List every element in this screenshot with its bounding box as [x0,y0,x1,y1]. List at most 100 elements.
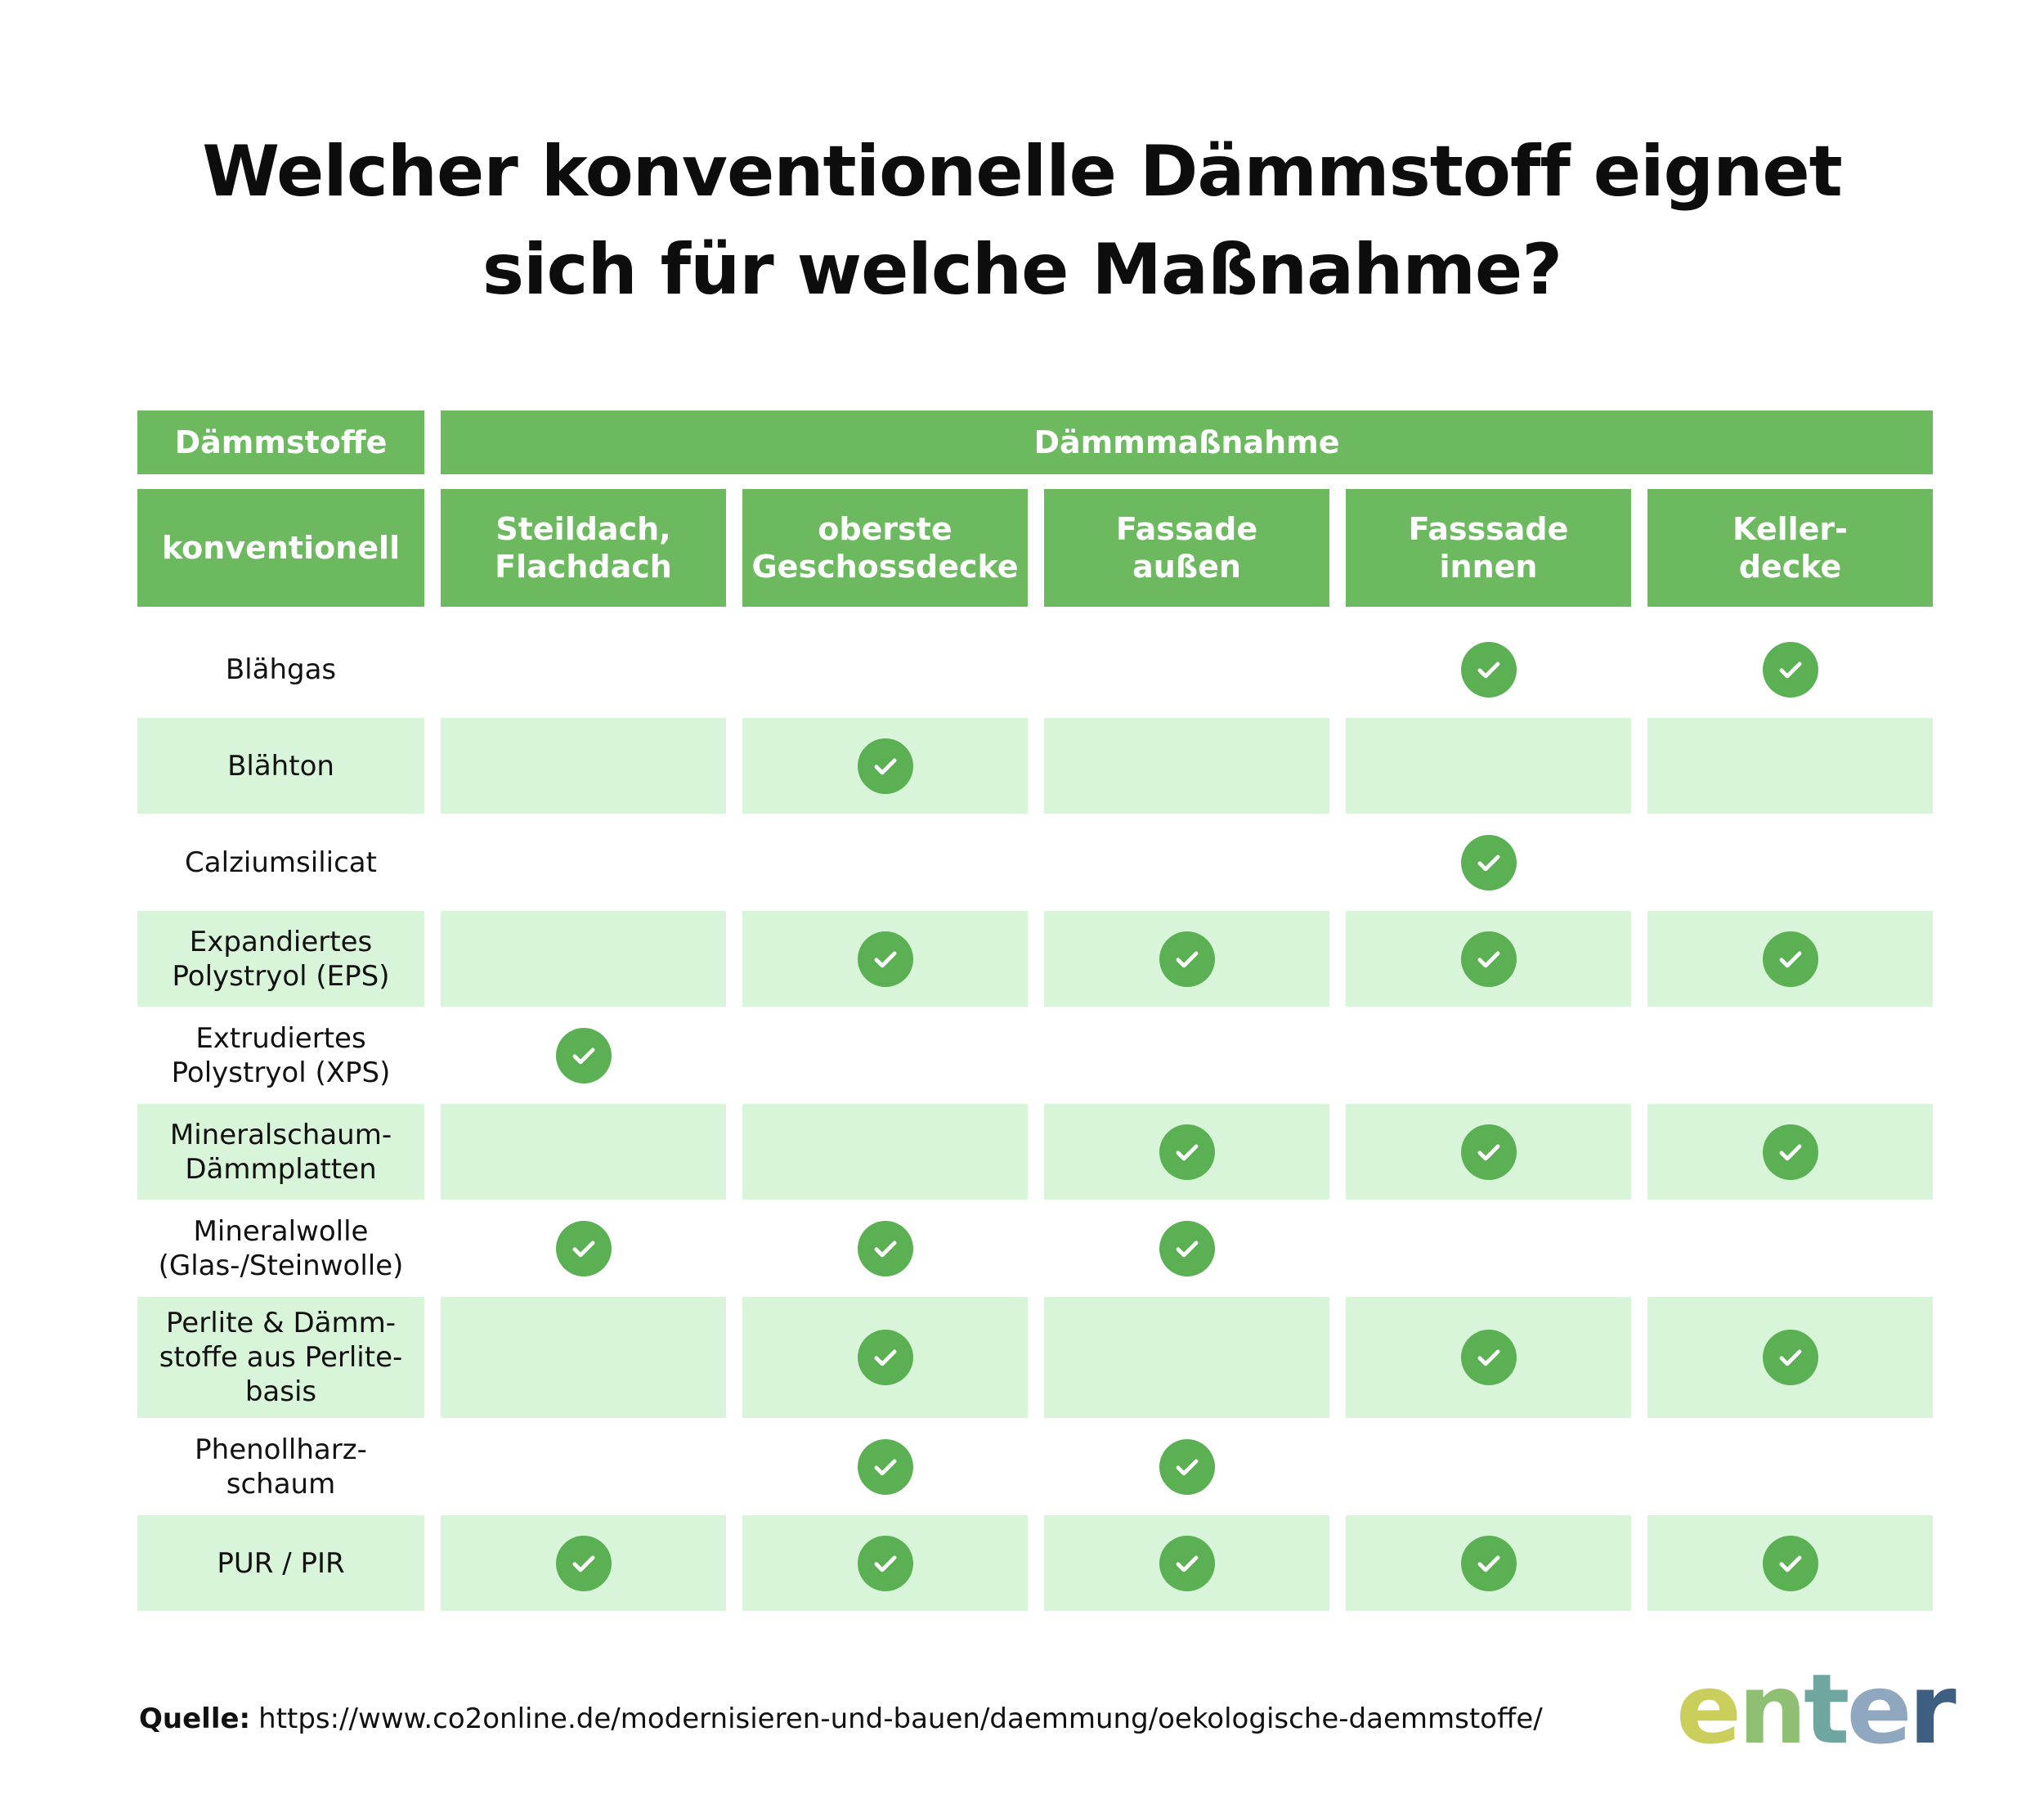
table-cell [441,1104,726,1200]
header-materials: Dämmstoffe [137,410,424,474]
table-cell [1647,718,1933,814]
check-mark [1779,1555,1801,1572]
table-cell [1647,1419,1933,1514]
table-cell [1346,1200,1631,1296]
table-cell [1647,1515,1933,1611]
row-label: Calziumsilicat [185,846,377,879]
check-mark [1176,1144,1198,1160]
check-circle-icon [1159,1220,1215,1276]
logo-letter: t [1804,1653,1849,1765]
check-circle-icon [555,1535,612,1591]
check-mark [1176,1459,1198,1475]
table-cell [742,1200,1028,1296]
column-header-4: Fasssade innen [1346,489,1631,607]
table-cell [742,718,1028,814]
check-circle-icon [857,1535,913,1591]
check-mark [572,1240,594,1257]
page-title: Welcher konventionelle Dämmstoff eignet … [0,123,2044,319]
table-cell [441,621,726,717]
table-cell [1647,1200,1933,1296]
check-mark [572,1048,594,1064]
table-cell [1346,814,1631,910]
table-cell [1346,718,1631,814]
table-cell [742,1104,1028,1200]
table-cell [441,814,726,910]
table-cell [742,621,1028,717]
check-circle-icon [1762,1330,1818,1385]
column-header-5: Keller- decke [1647,489,1933,607]
table-cell [1044,1104,1329,1200]
table-cell [1346,1419,1631,1514]
check-mark [1176,1555,1198,1572]
check-circle-icon [1762,1124,1818,1180]
row-label: Mineralwolle (Glas-/Steinwolle) [158,1214,404,1282]
table-cell [1346,1104,1631,1200]
table-cell [1647,1297,1933,1418]
table-cell [1044,1297,1329,1418]
check-circle-icon [1460,931,1517,987]
check-circle-icon [1762,641,1818,698]
insulation-table: Dämmstoffe Dämmmaßnahme konventionell St… [137,410,1933,1612]
title-line-1: Welcher konventionelle Dämmstoff eignet [202,131,1843,213]
table-cell [441,1297,726,1418]
row-label: Perlite & Dämm- stoffe aus Perlite- basi… [137,1297,424,1418]
check-circle-icon [1460,834,1517,891]
check-mark [874,1349,896,1366]
check-circle-icon [1159,1124,1215,1180]
check-circle-icon [1762,931,1818,987]
check-mark [1779,951,1801,967]
table-cell [441,1007,726,1103]
check-circle-icon [1159,931,1215,987]
logo-letter: n [1738,1653,1807,1765]
check-circle-icon [555,1027,612,1083]
table-cell [1346,1515,1631,1611]
check-mark [1477,951,1499,967]
check-mark [1477,1144,1499,1160]
table-cell [1647,1007,1933,1103]
table-cell [1044,718,1329,814]
check-circle-icon [857,931,913,987]
check-circle-icon [1460,641,1517,698]
row-label: Phenollharz- schaum [195,1433,367,1501]
table-cell [1044,1419,1329,1514]
source-url: https://www.co2online.de/modernisieren-u… [258,1703,1543,1735]
table-cell [742,814,1028,910]
row-label: Expandiertes Polystryol (EPS) [137,911,424,1007]
check-mark [1779,1144,1801,1160]
row-label: Blähgas [225,653,337,686]
check-circle-icon [1460,1330,1517,1385]
check-mark [874,951,896,967]
table-cell [441,911,726,1007]
logo-letter: e [1846,1653,1912,1765]
check-mark [1477,1555,1499,1572]
check-circle-icon [1762,1535,1818,1591]
row-label: PUR / PIR [137,1515,424,1611]
check-circle-icon [857,738,913,794]
check-mark [874,1459,896,1475]
check-mark [1779,1349,1801,1366]
table-cell [441,718,726,814]
check-circle-icon [555,1220,612,1276]
table-cell [441,1200,726,1296]
row-label: Blähton [137,718,424,814]
header-measures: Dämmmaßnahme [441,410,1933,474]
check-mark [874,1240,896,1257]
source-label: Quelle: [139,1703,251,1735]
table-cell [1044,1007,1329,1103]
table-cell [1044,814,1329,910]
table-cell [1346,621,1631,717]
check-mark [572,1555,594,1572]
check-circle-icon [1460,1124,1517,1180]
table-cell [1346,1007,1631,1103]
source-note: Quelle: https://www.co2online.de/modernis… [139,1703,1543,1735]
table-cell [1647,1104,1933,1200]
logo-letter: r [1908,1653,1957,1765]
table-cell [742,1515,1028,1611]
check-mark [1176,951,1198,967]
check-mark [1477,855,1499,871]
check-circle-icon [1159,1535,1215,1591]
check-circle-icon [1460,1535,1517,1591]
table-cell [1044,621,1329,717]
table-cell [1044,911,1329,1007]
row-label: Extrudiertes Polystryol (XPS) [171,1021,391,1089]
